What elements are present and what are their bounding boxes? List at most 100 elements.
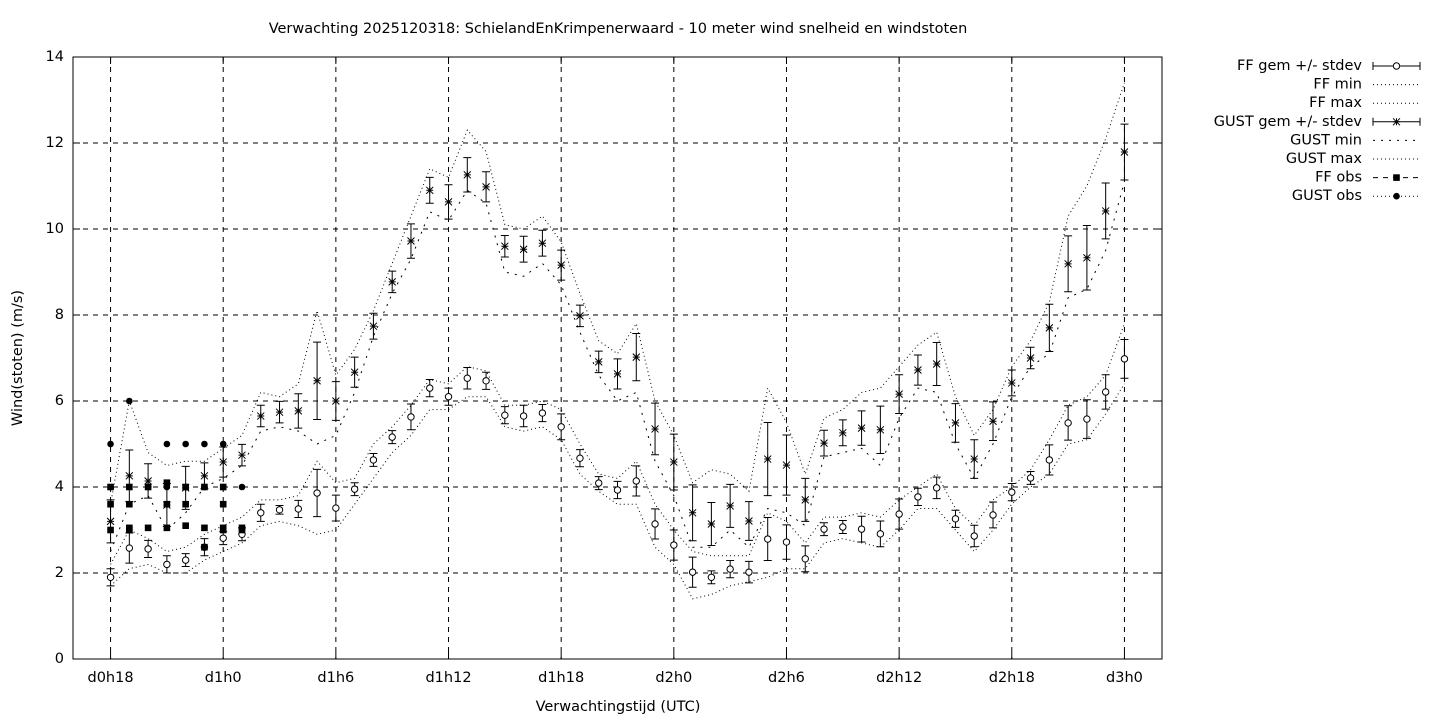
x-tick-label: d2h6 (768, 670, 805, 686)
point (688, 568, 697, 576)
point (444, 393, 453, 401)
range-line (110, 82, 1125, 505)
point (388, 433, 396, 441)
point (463, 374, 471, 382)
legend-item: FF max (1309, 95, 1420, 111)
point (895, 510, 903, 518)
point (764, 535, 772, 543)
point (1064, 259, 1072, 268)
point (688, 508, 697, 517)
point (557, 261, 566, 269)
point (820, 525, 828, 533)
x-axis-label: Verwachtingstijd (UTC) (536, 699, 701, 715)
legend-item: FF obs (1315, 170, 1420, 186)
point (726, 502, 735, 510)
point (182, 522, 189, 529)
point (257, 509, 265, 517)
point (294, 505, 303, 513)
point (182, 500, 189, 508)
point (219, 526, 227, 534)
point (632, 477, 640, 485)
point (670, 541, 678, 549)
point (163, 483, 171, 491)
point (1083, 253, 1091, 262)
point (1101, 388, 1110, 396)
point (369, 456, 378, 464)
y-tick-label: 2 (55, 565, 64, 581)
point (125, 544, 134, 552)
point (932, 360, 941, 368)
point (182, 440, 189, 448)
y-tick-label: 4 (55, 479, 64, 495)
point (538, 409, 547, 417)
point (500, 242, 509, 251)
point (895, 390, 903, 398)
legend-label: FF min (1313, 77, 1362, 93)
point (970, 532, 978, 540)
point (1045, 456, 1054, 464)
point (820, 439, 828, 447)
point (745, 517, 753, 525)
y-tick-label: 0 (55, 651, 64, 667)
point (275, 506, 284, 514)
point (1120, 148, 1129, 156)
point (294, 407, 303, 415)
point (876, 530, 885, 538)
point (219, 534, 227, 542)
point (501, 411, 509, 419)
point (200, 471, 209, 480)
y-tick-label: 10 (46, 221, 64, 237)
point (613, 370, 622, 378)
point (313, 376, 321, 385)
point (932, 484, 941, 492)
legend-label: FF obs (1315, 170, 1362, 186)
point (594, 358, 603, 366)
legend-item: GUST min (1290, 132, 1420, 148)
point (313, 489, 321, 497)
point (914, 493, 922, 501)
point (1064, 419, 1072, 427)
plot-frame (72, 56, 1163, 660)
point (163, 500, 171, 508)
point (238, 483, 246, 491)
point (125, 471, 134, 480)
point (369, 322, 378, 331)
point (407, 237, 415, 245)
point (407, 413, 415, 421)
point (745, 568, 753, 576)
legend-label: GUST min (1290, 132, 1362, 148)
point (144, 524, 152, 532)
point (275, 408, 284, 417)
point (951, 419, 960, 427)
point (726, 565, 734, 573)
point (144, 483, 152, 491)
x-tick-label: d1h6 (317, 670, 354, 686)
point (989, 511, 997, 519)
point (238, 451, 246, 460)
point (163, 560, 171, 569)
point (613, 486, 622, 494)
point (107, 483, 114, 491)
legend-item: GUST max (1286, 151, 1420, 167)
point (126, 500, 133, 508)
point (838, 428, 847, 437)
point (144, 477, 152, 485)
x-tick-label: d1h0 (205, 670, 242, 686)
point (651, 520, 659, 528)
point (1008, 488, 1016, 496)
legend-label: FF max (1309, 95, 1362, 111)
point (107, 440, 114, 448)
point (426, 384, 434, 392)
x-tick-label: d3h0 (1106, 670, 1143, 686)
point (669, 458, 678, 466)
point (519, 245, 528, 254)
legend-item: GUST obs (1292, 188, 1420, 204)
point (857, 424, 866, 432)
point (801, 555, 809, 563)
point (219, 500, 227, 508)
point (970, 455, 979, 463)
point (332, 504, 340, 512)
point (1026, 474, 1035, 482)
